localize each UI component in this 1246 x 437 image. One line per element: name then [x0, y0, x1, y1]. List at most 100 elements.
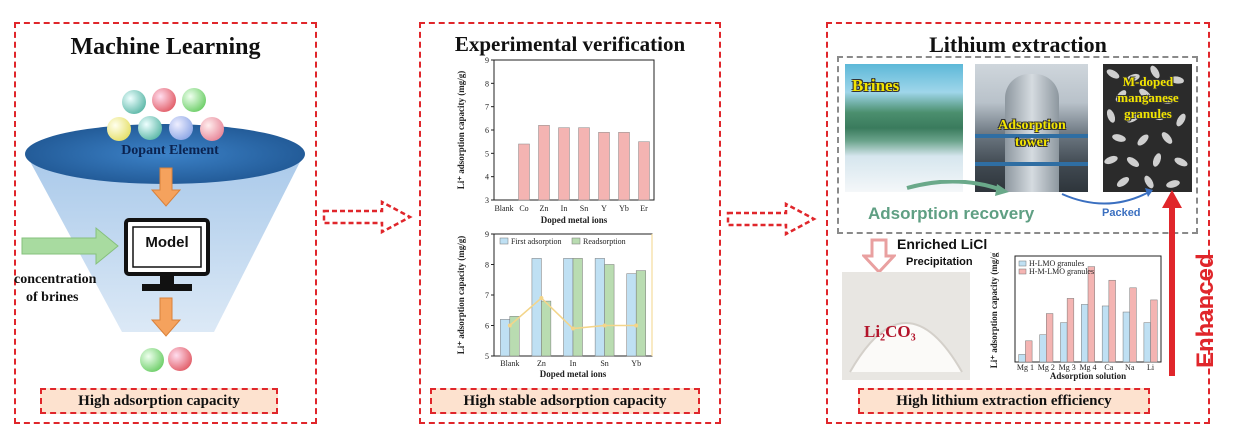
bar — [531, 258, 542, 357]
element-ball — [200, 117, 224, 141]
footer-badge: High adsorption capacity — [40, 388, 278, 414]
panel-title: Experimental verification — [454, 32, 686, 56]
bar — [518, 143, 530, 201]
footer-badge: High stable adsorption capacity — [430, 388, 700, 414]
y-tick-label: 8 — [485, 79, 489, 88]
y-tick-label: 7 — [485, 103, 489, 112]
funnel-diagram — [21, 88, 305, 372]
panel-experimental-verification: Experimental verification — [419, 22, 721, 424]
bar — [1046, 313, 1054, 363]
bar — [1129, 287, 1137, 363]
li2co3-powder-photo — [842, 272, 970, 380]
x-axis-label: Doped metal ions — [541, 215, 608, 225]
cycle-arrows — [906, 180, 1153, 205]
element-ball — [122, 90, 146, 114]
bar — [635, 270, 646, 357]
li2co3-label: Li₂CO₃ — [864, 322, 916, 341]
bar — [1025, 340, 1033, 363]
x-tick-label: Mg 3 — [1059, 363, 1076, 372]
down-arrow-icon — [150, 297, 182, 337]
down-arrow-icon — [150, 167, 182, 207]
bar — [1081, 304, 1089, 363]
output-ball — [140, 348, 164, 372]
y-tick-label: 6 — [485, 322, 489, 331]
bar — [538, 125, 550, 201]
element-ball — [152, 88, 176, 112]
chart-lithium-extraction: Mg 1 Mg 2 Mg 3 Mg 4 Ca Na Li H-LMO granulesH-M-… — [989, 252, 1162, 381]
bar — [604, 264, 615, 357]
bar — [1143, 322, 1151, 363]
granules-label-line3: granules — [1124, 106, 1172, 121]
process-box — [837, 56, 1198, 234]
legend-swatch — [1018, 268, 1027, 275]
x-axis-label: Adsorption solution — [1050, 371, 1126, 381]
footer-badge: High lithium extraction efficiency — [858, 388, 1150, 414]
y-tick-label: 8 — [485, 261, 489, 270]
legend-label: Readsorption — [583, 237, 626, 246]
y-axis-label: Li⁺ adsorption capacity (mg/g) — [456, 71, 466, 190]
element-ball — [169, 116, 193, 140]
bar — [1039, 334, 1047, 363]
x-tick-label: Yb — [631, 359, 641, 368]
element-ball — [107, 117, 131, 141]
y-tick-label: 5 — [485, 149, 489, 158]
bar — [598, 132, 610, 201]
x-tick-label: Blank — [494, 204, 513, 213]
enhanced-label: Enhanced — [1192, 253, 1219, 368]
bar — [594, 258, 605, 357]
bar — [1122, 311, 1130, 363]
bar — [578, 127, 590, 201]
y-axis-label: Li⁺ adsorption capacity (mg/g) — [456, 236, 466, 355]
bar — [1018, 354, 1026, 363]
y-axis-label: Li⁺ adsorption capacity (mg/g) — [989, 252, 999, 368]
funnel-top — [25, 124, 305, 184]
input-label-line1: concentration — [14, 272, 97, 287]
y-tick-label: 9 — [485, 56, 489, 65]
panel-title: Machine Learning — [70, 34, 261, 60]
granules-label-line1: M-doped — [1122, 74, 1174, 89]
x-tick-label: Na — [1125, 363, 1135, 372]
element-ball — [182, 88, 206, 112]
bar — [618, 132, 630, 201]
input-arrow-icon — [21, 226, 119, 266]
x-tick-label: Li — [1147, 363, 1155, 372]
x-tick-label: Zn — [537, 359, 546, 368]
line-point — [634, 323, 639, 328]
element-ball — [138, 116, 162, 140]
cycle-label: Adsorption recovery — [868, 204, 1035, 223]
y-tick-label: 6 — [485, 126, 489, 135]
brines-label: Brines — [852, 76, 900, 95]
granules-label-line2: manganese — [1117, 90, 1179, 105]
x-tick-label: In — [561, 204, 568, 213]
bar — [509, 316, 520, 357]
x-tick-label: Zn — [540, 204, 549, 213]
x-tick-label: Mg 2 — [1038, 363, 1055, 372]
x-tick-label: Mg 1 — [1017, 363, 1034, 372]
bar — [626, 273, 637, 357]
x-tick-label: Mg 4 — [1079, 363, 1096, 372]
packed-label: Packed — [1102, 207, 1141, 219]
bar — [572, 258, 583, 357]
bar — [1150, 299, 1158, 363]
brines-photo — [845, 64, 963, 192]
plot-frame — [493, 59, 655, 201]
bar — [541, 300, 552, 357]
panel-lithium-extraction: Lithium extraction — [826, 22, 1210, 424]
tower-label-line2: tower — [1014, 135, 1050, 150]
y-tick-label: 7 — [485, 291, 489, 300]
legend-swatch — [571, 237, 581, 245]
x-tick-label: Y — [601, 204, 607, 213]
x-axis-label: Doped metal ions — [540, 369, 607, 379]
chart-cycling-adsorption: 5 6 7 8 9 Blank Zn In Sn Yb First adsorption Readso… — [456, 230, 653, 379]
panel-title: Lithium extraction — [929, 32, 1107, 57]
tower-photo — [975, 64, 1088, 192]
bar — [1066, 298, 1075, 363]
precipitation-arrow-icon — [862, 238, 896, 274]
x-tick-label: Ca — [1104, 363, 1113, 372]
bar — [1108, 279, 1116, 363]
flow-arrow-icon — [726, 201, 817, 237]
output-ball — [168, 347, 192, 371]
x-tick-label: Blank — [500, 359, 519, 368]
flow-arrow-icon — [322, 199, 413, 235]
enhanced-arrow-icon — [1162, 190, 1182, 376]
